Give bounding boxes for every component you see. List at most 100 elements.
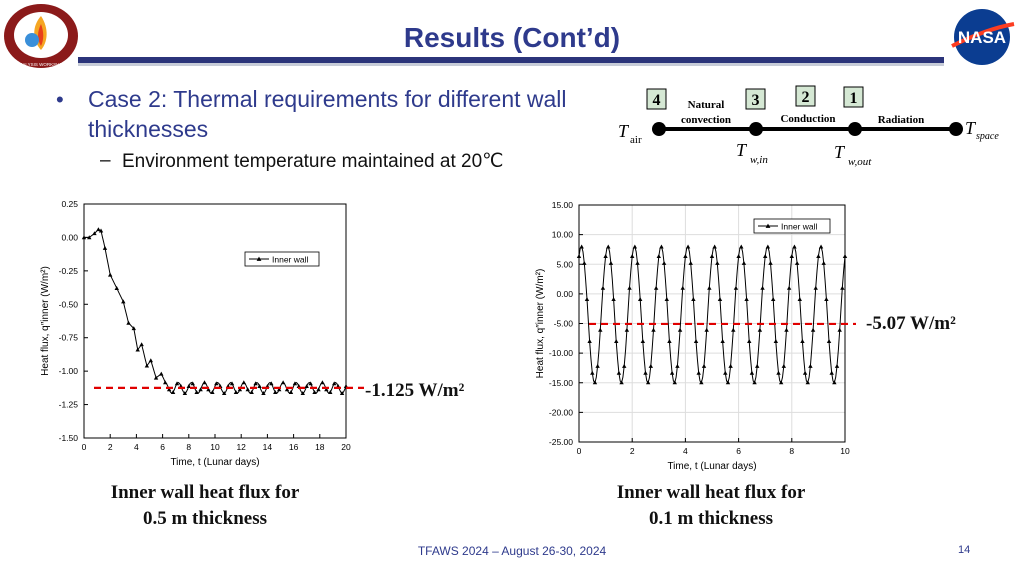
link-box-3: 3 xyxy=(745,88,766,110)
link-label-radiation: Radiation xyxy=(878,114,924,126)
series-point xyxy=(627,285,632,290)
y-tick-label: 0.00 xyxy=(61,232,78,242)
series-point xyxy=(635,260,640,265)
series-point xyxy=(741,260,747,265)
series-point xyxy=(675,363,680,368)
series-point xyxy=(794,260,800,265)
series-point xyxy=(778,380,784,385)
series-point xyxy=(163,380,168,385)
page-title: Results (Cont’d) xyxy=(403,22,621,53)
series-point xyxy=(752,380,757,385)
series-point xyxy=(653,285,659,290)
series-point xyxy=(805,380,810,385)
series-point xyxy=(579,244,584,249)
series-point xyxy=(316,387,321,392)
legend-box xyxy=(753,218,831,234)
series-point xyxy=(592,380,598,385)
series-point xyxy=(715,260,720,265)
link-label-conduction: Conduction xyxy=(780,113,835,125)
node-t-w-out xyxy=(848,122,862,136)
series-point xyxy=(834,363,840,368)
series-point xyxy=(339,391,345,395)
series-point xyxy=(755,363,760,368)
series-point xyxy=(677,327,683,332)
series-point xyxy=(826,339,832,343)
annotation-right-value: -5.07 W/m² xyxy=(866,313,956,334)
sub-bullet-environment: Environment temperature maintained at 20… xyxy=(122,151,504,172)
x-tick-label: 2 xyxy=(630,446,635,456)
series-point xyxy=(789,254,794,258)
series-point xyxy=(328,389,333,394)
series-point xyxy=(643,370,648,375)
series-point xyxy=(659,244,664,249)
series-point xyxy=(717,297,723,302)
series-point xyxy=(747,339,752,343)
y-tick-label: -1.25 xyxy=(59,400,79,410)
series-point xyxy=(792,244,797,249)
series-point xyxy=(96,227,101,232)
series-point xyxy=(765,244,771,249)
bullet-case2-line1: Case 2: Thermal requirements for differe… xyxy=(88,86,567,112)
x-tick-label: 14 xyxy=(263,442,273,452)
series-point xyxy=(622,363,627,368)
series-point xyxy=(776,370,781,375)
series-point xyxy=(131,326,136,331)
node-label-t-space: T xyxy=(965,118,977,138)
series-point xyxy=(651,327,656,332)
y-axis-label: Heat flux, q″inner (W/m²) xyxy=(535,269,546,379)
series-point xyxy=(603,254,608,258)
y-tick-label: -10.00 xyxy=(549,348,573,358)
series-point xyxy=(616,370,622,375)
series-point xyxy=(153,375,159,380)
series-point xyxy=(276,387,282,392)
series-point xyxy=(269,381,274,386)
svg-text:3: 3 xyxy=(752,92,760,109)
y-tick-label: 15.00 xyxy=(552,200,574,210)
series-point xyxy=(198,387,203,392)
series-point xyxy=(712,244,717,249)
series-point xyxy=(102,245,108,250)
x-tick-label: 0 xyxy=(577,446,582,456)
series-point xyxy=(280,380,286,385)
svg-text:1: 1 xyxy=(850,90,858,107)
y-axis-label: Heat flux, q″inner (W/m²) xyxy=(40,266,51,376)
series-point xyxy=(288,389,294,394)
series-point xyxy=(661,260,667,265)
series-point xyxy=(723,370,728,375)
y-tick-label: -1.00 xyxy=(59,366,79,376)
link-box-4: 4 xyxy=(646,88,667,110)
series-point xyxy=(284,387,290,392)
series-point xyxy=(669,370,675,375)
series-point xyxy=(166,387,172,392)
series-point xyxy=(797,297,802,302)
series-point xyxy=(773,339,779,343)
sub-bullet-dash: – xyxy=(100,150,111,171)
series-point xyxy=(784,327,789,332)
series-point xyxy=(704,327,709,332)
svg-text:ANALYSIS WORKSHOP: ANALYSIS WORKSHOP xyxy=(16,62,66,67)
legend-entry: Inner wall xyxy=(272,255,308,265)
series-point xyxy=(808,363,813,368)
series-point xyxy=(332,381,337,386)
series-point xyxy=(159,371,164,376)
legend-marker xyxy=(765,223,771,228)
series-point xyxy=(182,391,188,395)
series-point xyxy=(720,339,725,343)
series-point xyxy=(810,327,816,332)
y-tick-label: 10.00 xyxy=(552,230,574,240)
y-tick-label: -20.00 xyxy=(549,407,573,417)
series-point xyxy=(190,381,195,386)
series-inner-wall-line xyxy=(84,228,347,394)
series-point xyxy=(253,381,258,386)
series-point xyxy=(781,363,787,368)
series-point xyxy=(170,389,176,394)
x-tick-label: 2 xyxy=(108,442,113,452)
node-label-t-air: T xyxy=(618,121,630,141)
series-point xyxy=(640,339,646,343)
series-point xyxy=(709,254,715,258)
series-point xyxy=(273,389,278,394)
series-point xyxy=(114,286,119,290)
annotation-left-value: -1.125 W/m² xyxy=(365,380,465,401)
series-point xyxy=(135,347,140,352)
series-point xyxy=(595,363,600,368)
